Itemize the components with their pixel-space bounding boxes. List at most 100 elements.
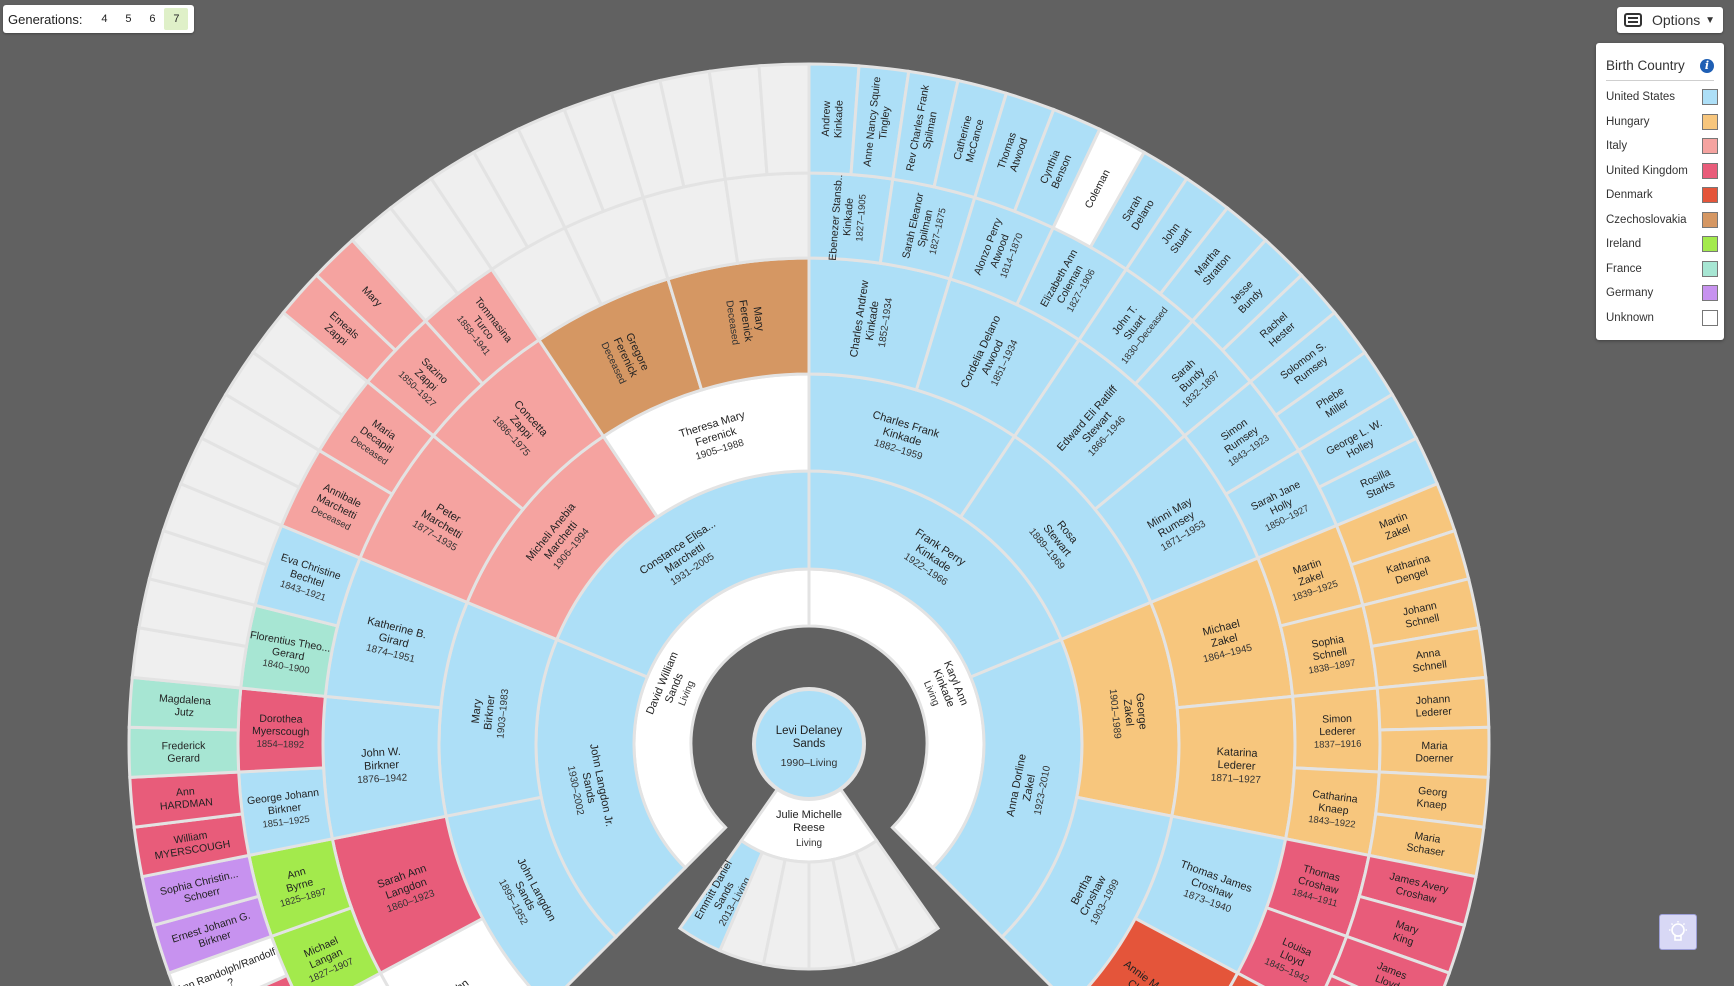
legend-swatch	[1702, 138, 1718, 155]
ancestor-name: William	[173, 829, 209, 846]
ancestor-dates: 1837–1916	[1314, 739, 1362, 751]
legend-item-label: Italy	[1606, 140, 1628, 153]
legend-item: United States	[1606, 85, 1718, 110]
ancestor-name: Frederick	[162, 740, 207, 753]
empty-child-cell	[831, 850, 901, 967]
legend-item-label: Ireland	[1606, 238, 1642, 251]
ancestor-name: Magdalena	[159, 692, 212, 707]
ancestor-name: John W.	[361, 746, 401, 760]
ancestor-name: Schnell	[1312, 645, 1348, 663]
legend-item: Czechoslovakia	[1606, 208, 1718, 233]
generation-option-6[interactable]: 6	[149, 13, 156, 25]
ancestor-name: Lederer	[1415, 705, 1452, 719]
legend-item: Hungary	[1606, 110, 1718, 135]
ancestor-cell[interactable]	[1199, 971, 1312, 986]
legend-swatch	[1702, 285, 1718, 302]
ancestor-name: Kinkade	[864, 300, 882, 341]
legend-item-label: Germany	[1606, 287, 1654, 300]
generations-control: Generations: 4 5 6 7	[3, 5, 195, 33]
empty-ancestor-cell	[723, 171, 811, 265]
ancestor-name: Simon	[1322, 713, 1352, 726]
legend-item-label: Denmark	[1606, 189, 1653, 202]
ancestor-name: Zakel	[1021, 774, 1038, 803]
legend-item-label: Hungary	[1606, 115, 1650, 128]
legend-swatch	[1702, 260, 1718, 277]
spouse-name: Reese	[793, 822, 825, 834]
empty-child-cell	[761, 857, 811, 971]
legend-item: United Kingdom	[1606, 159, 1718, 184]
ancestor-name: Schnell	[1412, 658, 1448, 675]
generation-option-7[interactable]: 7	[164, 8, 189, 30]
legend-item-label: France	[1606, 262, 1642, 275]
legend-item: Denmark	[1606, 183, 1718, 208]
ancestor-cell[interactable]	[1071, 916, 1240, 986]
ancestor-name: Myerscough	[252, 725, 310, 738]
ancestor-name: Mary	[470, 698, 484, 724]
ancestor-name: Lederer	[1217, 759, 1256, 773]
options-label: Options	[1652, 12, 1701, 28]
ancestor-name: Birkner	[267, 801, 302, 817]
legend-swatch	[1702, 211, 1718, 228]
ancestor-name: Kinkade	[832, 100, 845, 139]
options-button[interactable]: Options ▼	[1617, 7, 1723, 33]
ancestor-label: Andrew Kinkade	[820, 100, 846, 139]
ancestor-name: Knaep	[1318, 802, 1350, 818]
legend-item: Italy	[1606, 134, 1718, 159]
ancestor-name: Andrew	[820, 100, 833, 136]
ancestor-name: Georg	[1418, 785, 1448, 799]
ancestor-name: Maria	[1421, 740, 1448, 752]
tips-button[interactable]	[1659, 914, 1697, 950]
lightbulb-icon	[1669, 921, 1687, 941]
ancestor-name: Johann	[1415, 693, 1450, 707]
legend-swatch	[1702, 187, 1718, 204]
ancestor-dates: 1901–1989	[1107, 688, 1123, 739]
ancestor-dates: 1854–1892	[256, 739, 304, 751]
ancestor-name: John	[445, 977, 471, 986]
legend-item: Unknown	[1606, 306, 1718, 331]
ancestor-name: George	[1133, 692, 1149, 730]
ancestor-name: Birkner	[364, 759, 400, 773]
ancestor-dates: 1903–1983	[495, 688, 511, 739]
root-person-dates: 1990–Living	[781, 757, 838, 769]
spouse-name: Julie Michelle	[776, 809, 842, 821]
generation-option-4[interactable]: 4	[101, 13, 108, 25]
ancestor-name: Ann	[286, 865, 307, 882]
root-person-cell[interactable]	[752, 687, 866, 801]
ancestor-name: ?	[226, 976, 236, 986]
root-person-name: Sands	[793, 738, 826, 750]
empty-ancestor-cell	[757, 62, 811, 177]
ancestor-dates: 1871–1927	[1211, 773, 1262, 786]
birth-country-legend: Birth Country i United States Hungary Ital…	[1596, 43, 1724, 340]
ancestor-name: Knaep	[1416, 797, 1447, 812]
empty-child-cell	[807, 857, 857, 971]
options-icon	[1624, 13, 1642, 27]
child-cell[interactable]	[677, 838, 765, 953]
ancestor-name: HARDMAN	[159, 796, 213, 813]
root-person-name: Levi Delaney	[776, 725, 843, 737]
ancestor-name: Mary	[750, 306, 766, 332]
ancestor-name: Kinkade	[841, 197, 856, 236]
legend-swatch	[1702, 89, 1718, 106]
ancestor-name: Katarina	[1216, 746, 1258, 760]
ancestor-name: Anna	[1415, 647, 1441, 662]
info-icon[interactable]: i	[1700, 58, 1714, 73]
ancestor-dates: 1827–1905	[854, 194, 868, 242]
legend-item: Germany	[1606, 281, 1718, 306]
ancestor-name: Doerner	[1415, 752, 1454, 764]
generation-option-5[interactable]: 5	[125, 13, 132, 25]
ancestor-name: Maria	[1414, 830, 1442, 846]
ancestor-name: Lederer	[1319, 725, 1356, 738]
ancestor-cell[interactable]	[1313, 973, 1431, 986]
